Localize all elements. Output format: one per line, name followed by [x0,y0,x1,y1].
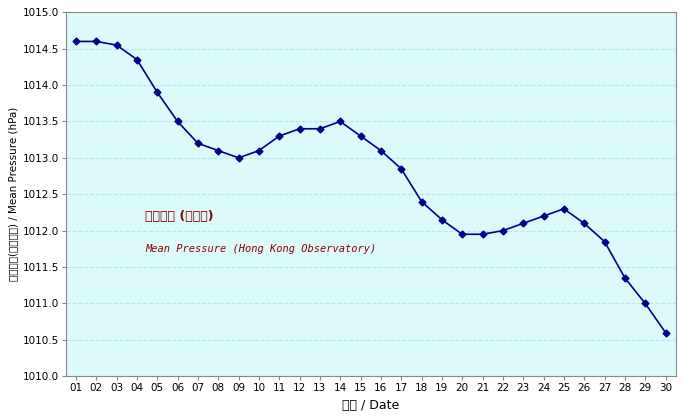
Y-axis label: 平均氣墊(百帕斯卡) / Mean Pressure (hPa): 平均氣墊(百帕斯卡) / Mean Pressure (hPa) [8,107,18,281]
Text: Mean Pressure (Hong Kong Observatory): Mean Pressure (Hong Kong Observatory) [145,244,376,254]
X-axis label: 日期 / Date: 日期 / Date [342,399,399,412]
Text: 平均氣壓 (天文台): 平均氣壓 (天文台) [145,210,213,223]
